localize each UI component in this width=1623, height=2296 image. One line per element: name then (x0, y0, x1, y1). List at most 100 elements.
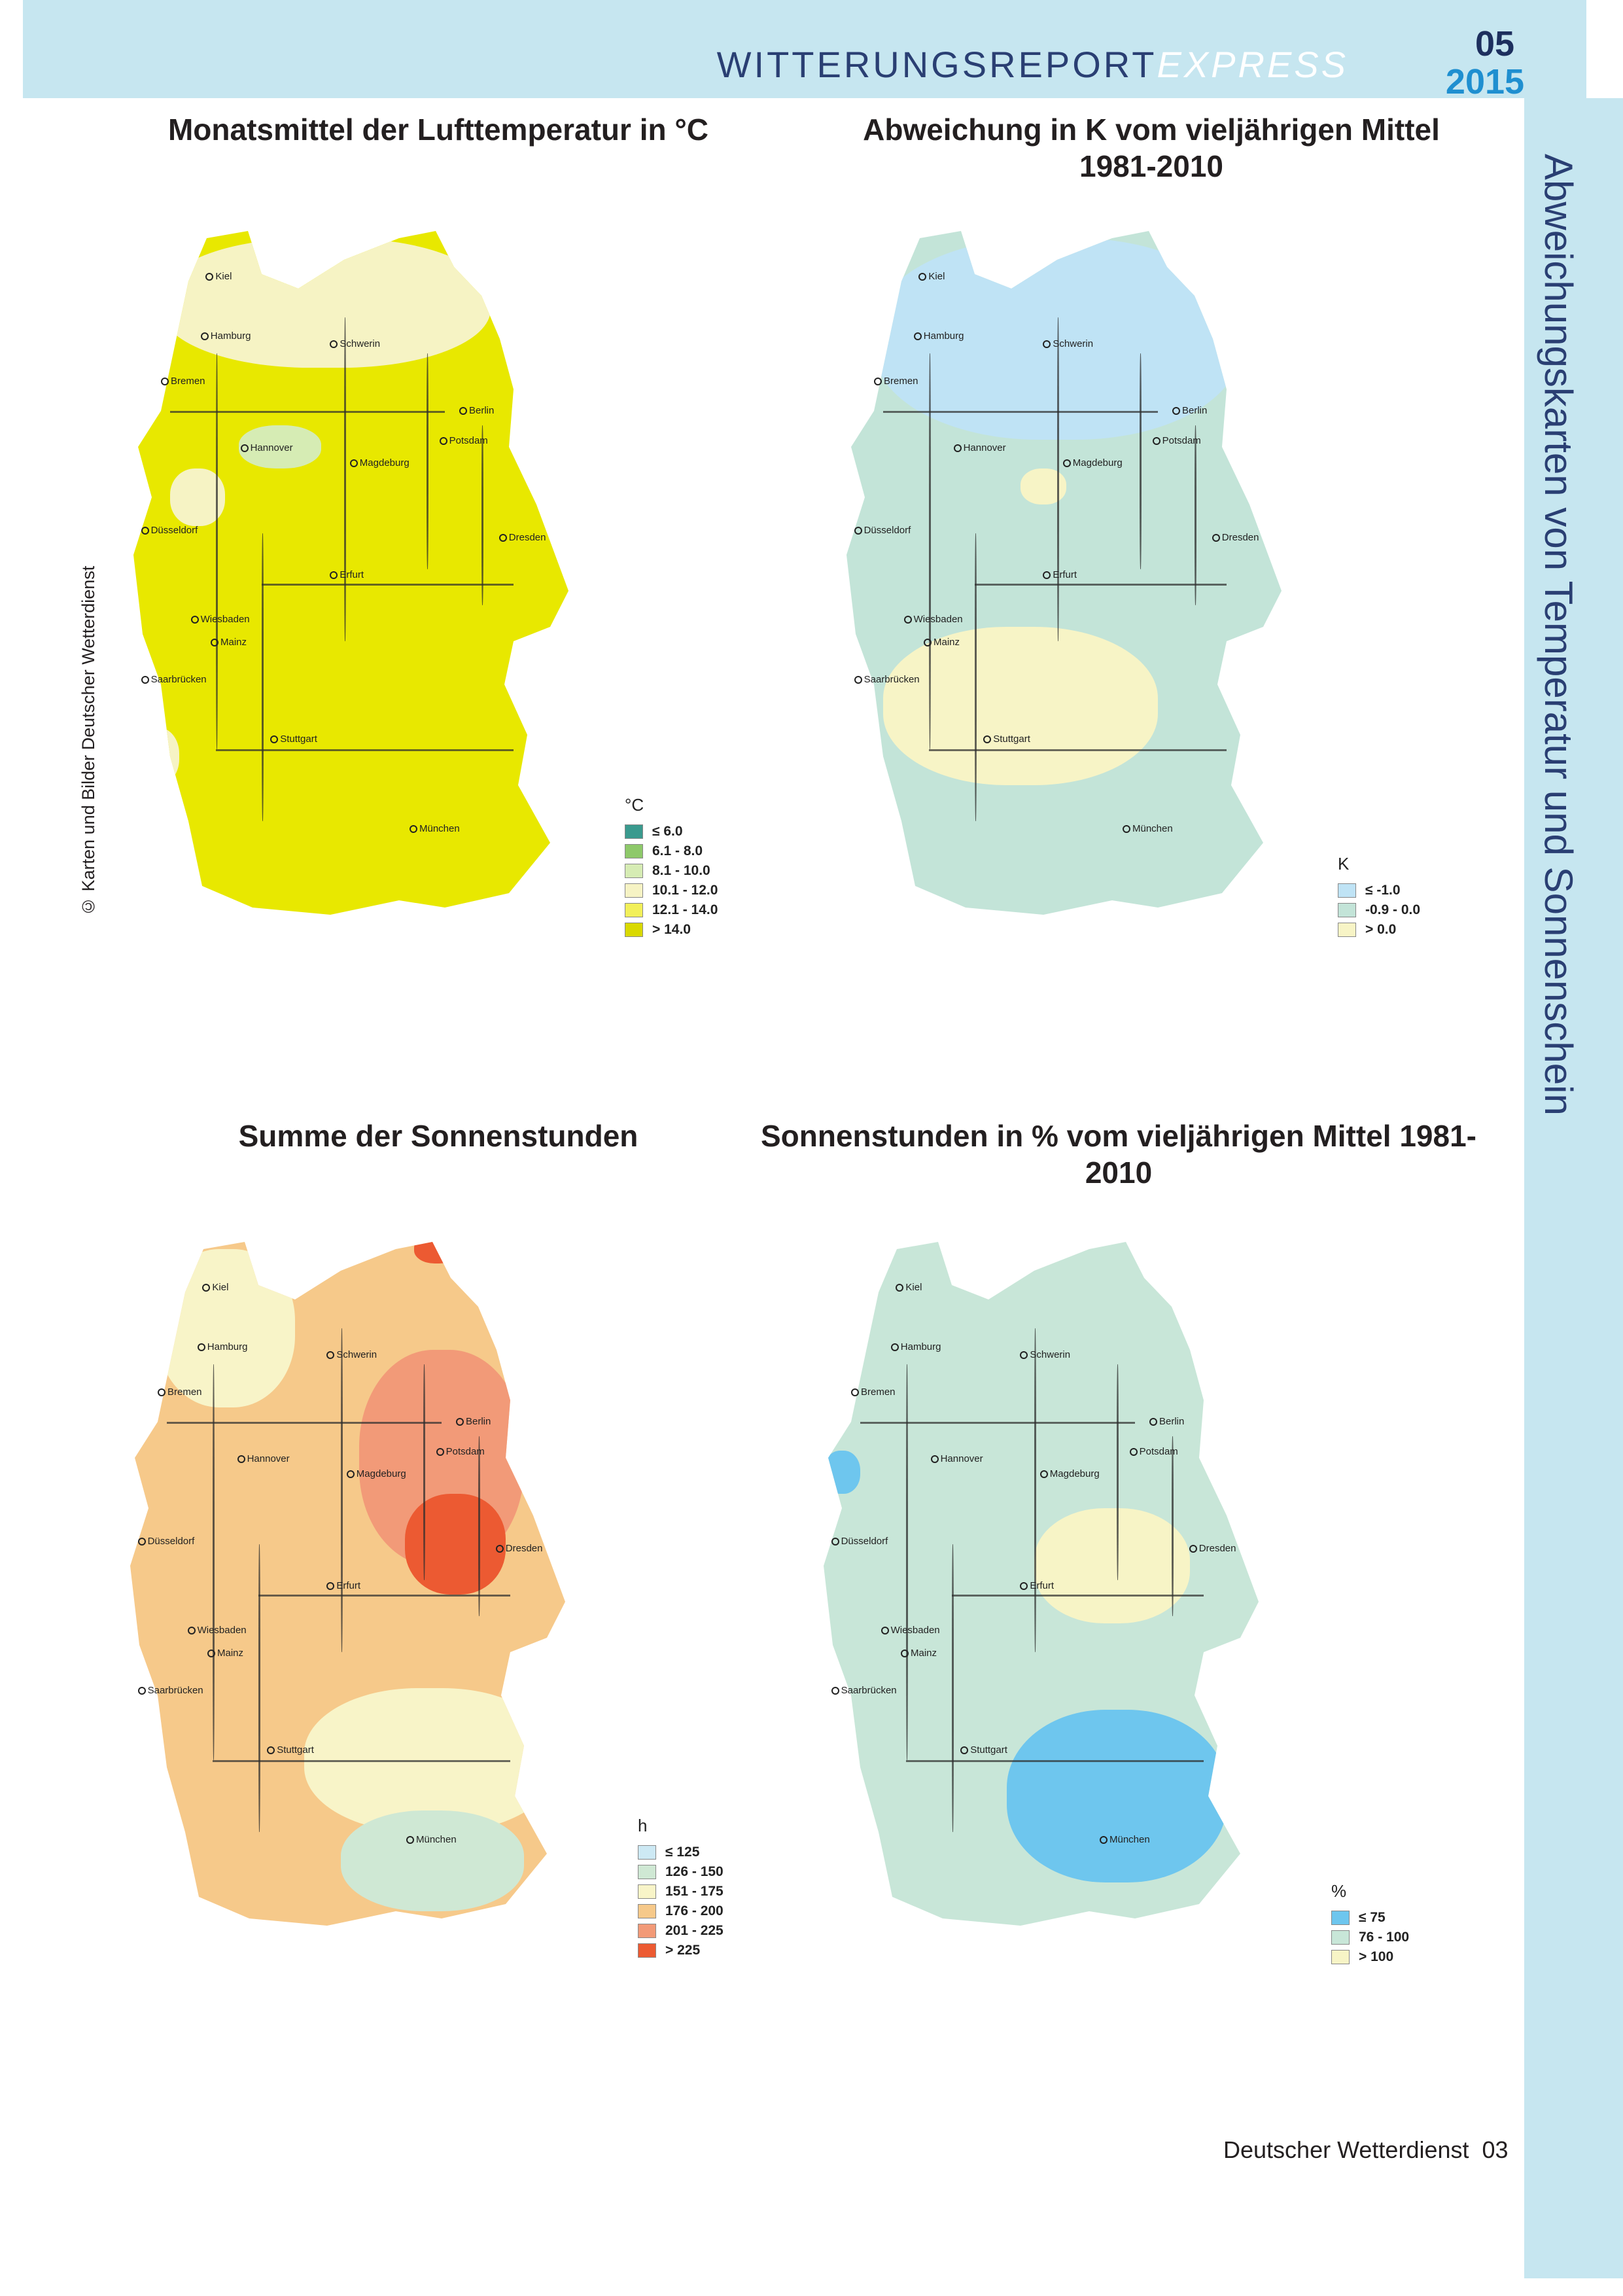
city-label-kiel: Kiel (918, 271, 945, 282)
river-line (478, 1436, 480, 1616)
header-band (23, 0, 1586, 98)
river-line (952, 1544, 954, 1832)
river-line (423, 1364, 425, 1580)
city-label-saarbruecken: Saarbrücken (138, 1685, 203, 1696)
river-line (1034, 1328, 1036, 1652)
city-label-duesseldorf: Düsseldorf (831, 1536, 888, 1547)
publication-brand: WITTERUNGSREPORTEXPRESS (717, 43, 1348, 86)
legend-label: -0.9 - 0.0 (1365, 902, 1421, 917)
river-line (975, 533, 977, 821)
legend-swatch (1331, 1911, 1350, 1925)
city-label-dresden: Dresden (496, 1543, 543, 1554)
legend-swatch (625, 824, 643, 839)
value-region (133, 728, 179, 785)
city-label-potsdam: Potsdam (436, 1446, 485, 1457)
map-sunshine-percent: Kiel Hamburg Schwerin Bremen Berlin Potsdam Ha… (801, 1207, 1299, 1953)
city-label-stuttgart: Stuttgart (960, 1744, 1007, 1756)
map-title-sunshine: Summe der Sonnenstunden (238, 1119, 638, 1153)
city-label-bremen: Bremen (161, 376, 205, 387)
value-region (414, 1242, 460, 1263)
legend-temperature-anomaly: K ≤ -1.0 -0.9 - 0.0 > 0.0 (1338, 854, 1420, 940)
brand-main: WITTERUNGSREPORT (716, 44, 1157, 85)
city-label-berlin: Berlin (456, 1416, 491, 1427)
city-label-muenchen: München (1100, 1834, 1150, 1845)
city-label-dresden: Dresden (1212, 532, 1259, 543)
map-title-temperature-anomaly: Abweichung in K vom vieljährigen Mittel … (863, 113, 1440, 183)
city-label-mainz: Mainz (207, 1648, 243, 1659)
legend-swatch (638, 1845, 656, 1860)
map-temperature: Kiel Hamburg Schwerin Bremen Berlin Potsdam Ha… (111, 196, 608, 942)
legend-label: > 100 (1359, 1949, 1394, 1964)
state-border (883, 411, 1158, 413)
legend-swatch (625, 844, 643, 858)
side-title: Abweichungskarten von Temperatur und Son… (1537, 154, 1580, 1116)
legend-item: ≤ 75 (1331, 1908, 1409, 1928)
city-label-berlin: Berlin (459, 405, 494, 416)
city-label-magdeburg: Magdeburg (350, 457, 410, 468)
city-label-saarbruecken: Saarbrücken (831, 1685, 897, 1696)
city-label-hamburg: Hamburg (891, 1341, 941, 1352)
city-label-potsdam: Potsdam (440, 435, 488, 446)
city-label-duesseldorf: Düsseldorf (141, 525, 198, 536)
city-label-kiel: Kiel (896, 1282, 922, 1293)
issue-year: 2015 (1445, 62, 1525, 101)
city-label-berlin: Berlin (1149, 1416, 1184, 1427)
legend-item: > 14.0 (625, 920, 718, 940)
city-label-stuttgart: Stuttgart (267, 1744, 314, 1756)
city-label-magdeburg: Magdeburg (1040, 1468, 1100, 1479)
legend-label: 6.1 - 8.0 (652, 843, 703, 858)
state-border (906, 1760, 1204, 1762)
state-border (170, 411, 445, 413)
city-label-kiel: Kiel (202, 1282, 228, 1293)
city-label-muenchen: München (410, 823, 460, 834)
city-label-mainz: Mainz (901, 1648, 937, 1659)
river-line (262, 533, 264, 821)
city-label-schwerin: Schwerin (1043, 338, 1093, 349)
city-label-hannover: Hannover (931, 1453, 983, 1464)
city-label-saarbruecken: Saarbrücken (141, 674, 207, 685)
legend-label: 76 - 100 (1359, 1930, 1410, 1945)
city-label-bremen: Bremen (874, 376, 918, 387)
value-region (405, 1494, 506, 1595)
legend-swatch (1331, 1930, 1350, 1945)
legend-item: 6.1 - 8.0 (625, 841, 718, 861)
side-band (1524, 98, 1623, 2278)
city-label-hannover: Hannover (954, 442, 1006, 453)
city-label-magdeburg: Magdeburg (1063, 457, 1123, 468)
legend-unit: h (638, 1816, 648, 1835)
legend-swatch (1338, 923, 1356, 937)
legend-item: 176 - 200 (638, 1901, 724, 1921)
legend-label: 126 - 150 (665, 1864, 724, 1879)
city-label-wiesbaden: Wiesbaden (904, 614, 963, 625)
city-label-berlin: Berlin (1172, 405, 1207, 416)
legend-item: ≤ -1.0 (1338, 881, 1420, 900)
legend-item: 12.1 - 14.0 (625, 900, 718, 920)
value-region (341, 1810, 524, 1911)
state-border (952, 1595, 1204, 1597)
page-footer: Deutscher Wetterdienst 03 (1223, 2136, 1509, 2164)
legend-item: 8.1 - 10.0 (625, 861, 718, 881)
legend-item: > 0.0 (1338, 920, 1420, 940)
legend-swatch (638, 1904, 656, 1918)
legend-swatch (625, 903, 643, 917)
city-label-stuttgart: Stuttgart (983, 733, 1030, 745)
map-title-temperature: Monatsmittel der Lufttemperatur in °C (167, 113, 708, 147)
city-label-saarbruecken: Saarbrücken (854, 674, 920, 685)
city-label-hamburg: Hamburg (914, 330, 964, 342)
legend-item: > 225 (638, 1941, 724, 1960)
city-label-dresden: Dresden (499, 532, 546, 543)
issue-number: 05 (1475, 24, 1515, 63)
value-region (1034, 1508, 1190, 1623)
legend-item: 10.1 - 12.0 (625, 881, 718, 900)
city-label-mainz: Mainz (924, 637, 960, 648)
legend-item: -0.9 - 0.0 (1338, 900, 1420, 920)
legend-label: 201 - 225 (665, 1923, 724, 1938)
river-line (1140, 353, 1142, 569)
city-label-bremen: Bremen (158, 1386, 202, 1398)
legend-swatch (638, 1943, 656, 1958)
legend-label: ≤ 75 (1359, 1910, 1386, 1925)
state-border (167, 1422, 442, 1424)
legend-swatch (1331, 1950, 1350, 1964)
page-number: 03 (1482, 2136, 1509, 2163)
city-label-schwerin: Schwerin (326, 1349, 377, 1360)
